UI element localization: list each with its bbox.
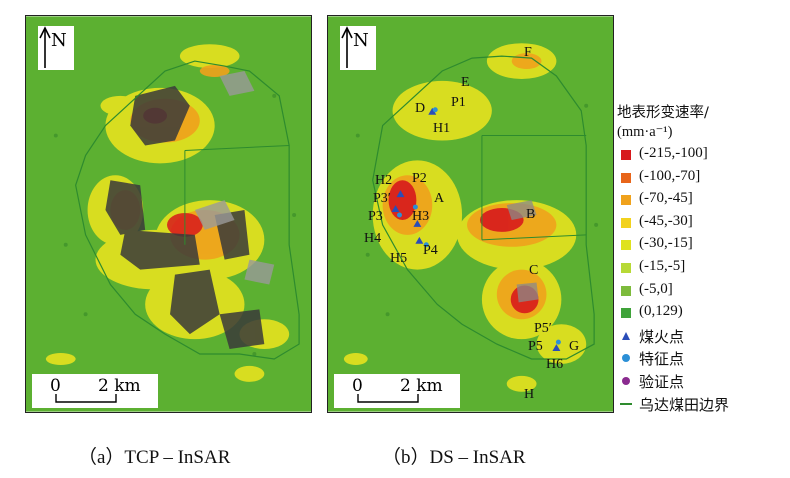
scale-start-label: 0: [352, 376, 363, 396]
north-label: N: [51, 30, 67, 51]
legend-symbol-circle-icon: [622, 354, 630, 363]
legend-label: (-5,0]: [639, 280, 673, 297]
feature-points: [397, 107, 561, 345]
north-arrow-icon: [341, 26, 353, 68]
legend-label: (-100,-70]: [639, 167, 701, 184]
legend-label: (-15,-5]: [639, 258, 686, 274]
legend-label: (-30,-15]: [639, 235, 693, 252]
legend-title: 地表形变速率/: [617, 105, 709, 121]
legend-label: 乌达煤田边界: [639, 397, 730, 414]
legend-item: (-215,-100]: [617, 144, 787, 166]
label-H6: H6: [546, 357, 564, 372]
legend-label: (-215,-100]: [639, 145, 708, 161]
scale-end-label: 2 km: [98, 376, 141, 396]
legend-symbol-triangle-icon: [622, 331, 630, 340]
scale-bar: 0 2 km: [334, 374, 460, 408]
legend-item: (-100,-70]: [617, 167, 787, 189]
label-E: E: [461, 75, 470, 90]
scale-bar-line: [357, 394, 419, 403]
map-b-canvas: [328, 16, 613, 412]
legend: 地表形变速率/ (mm·a⁻¹) (-215,-100] (-100,-70] (-…: [617, 104, 787, 414]
label-A: A: [434, 191, 445, 206]
label-P3: P3: [368, 209, 383, 224]
legend-label: (-45,-30]: [639, 212, 693, 229]
north-label: N: [353, 30, 369, 51]
north-arrow: N: [340, 26, 376, 70]
label-F: F: [524, 45, 532, 60]
label-P1: P1: [451, 95, 466, 110]
caption-a: （a）TCP – InSAR: [78, 447, 231, 468]
scale-end-label: 2 km: [400, 376, 443, 396]
label-H1: H1: [433, 121, 451, 136]
map-panel-a: N 0 2 km: [25, 15, 312, 413]
label-C: C: [529, 263, 539, 278]
legend-symbol-square-icon: [621, 285, 631, 296]
label-H3: H3: [412, 209, 430, 224]
label-H4: H4: [364, 231, 382, 246]
legend-item: 特征点: [617, 347, 787, 369]
legend-symbol-line-icon: [620, 402, 632, 405]
label-H5: H5: [390, 251, 408, 266]
legend-label: 特征点: [639, 352, 685, 369]
legend-item: (-70,-45]: [617, 189, 787, 211]
label-P5prime: P5′: [534, 321, 552, 336]
legend-unit: (mm·a⁻¹): [617, 124, 673, 140]
legend-item: 乌达煤田边界: [617, 393, 787, 415]
scale-bar-line: [55, 394, 117, 403]
label-D: D: [415, 101, 426, 116]
legend-item: (-45,-30]: [617, 212, 787, 234]
legend-item: (-15,-5]: [617, 257, 787, 279]
legend-item: (-5,0]: [617, 280, 787, 302]
label-H2: H2: [375, 173, 393, 188]
label-P2: P2: [412, 171, 427, 186]
caption-b: （b）DS – InSAR: [382, 447, 526, 468]
legend-item: 验证点: [617, 370, 787, 392]
legend-symbol-circle-icon: [622, 377, 630, 385]
label-P3prime: P3′: [373, 191, 391, 206]
legend-item: 煤火点: [617, 325, 787, 347]
legend-label: (0,129): [639, 303, 683, 320]
north-arrow: N: [38, 26, 74, 70]
legend-symbol-square-icon: [621, 308, 631, 319]
legend-symbol-square-icon: [621, 217, 631, 228]
label-B: B: [526, 207, 536, 222]
north-arrow-icon: [39, 26, 51, 68]
label-H: H: [524, 387, 535, 402]
label-P5: P5: [528, 339, 543, 354]
scale-start-label: 0: [50, 376, 61, 396]
fire-points: [391, 107, 561, 352]
legend-symbol-square-icon: [621, 150, 631, 160]
legend-item: (0,129): [617, 302, 787, 324]
scale-bar: 0 2 km: [32, 374, 158, 408]
legend-symbol-square-icon: [621, 263, 631, 273]
map-a-canvas: [26, 16, 311, 412]
legend-label: 煤火点: [639, 329, 685, 346]
label-G: G: [569, 339, 580, 354]
legend-label: (-70,-45]: [639, 190, 693, 207]
legend-symbol-square-icon: [621, 240, 631, 251]
legend-symbol-square-icon: [621, 172, 631, 183]
legend-item: (-30,-15]: [617, 234, 787, 256]
map-panel-b: E F D P1 H1 H2 P2 A P3′ P3 H3 B H4 H5 P4…: [327, 15, 614, 413]
label-P4: P4: [423, 243, 438, 258]
legend-symbol-square-icon: [621, 195, 631, 206]
legend-label: 验证点: [639, 375, 685, 391]
